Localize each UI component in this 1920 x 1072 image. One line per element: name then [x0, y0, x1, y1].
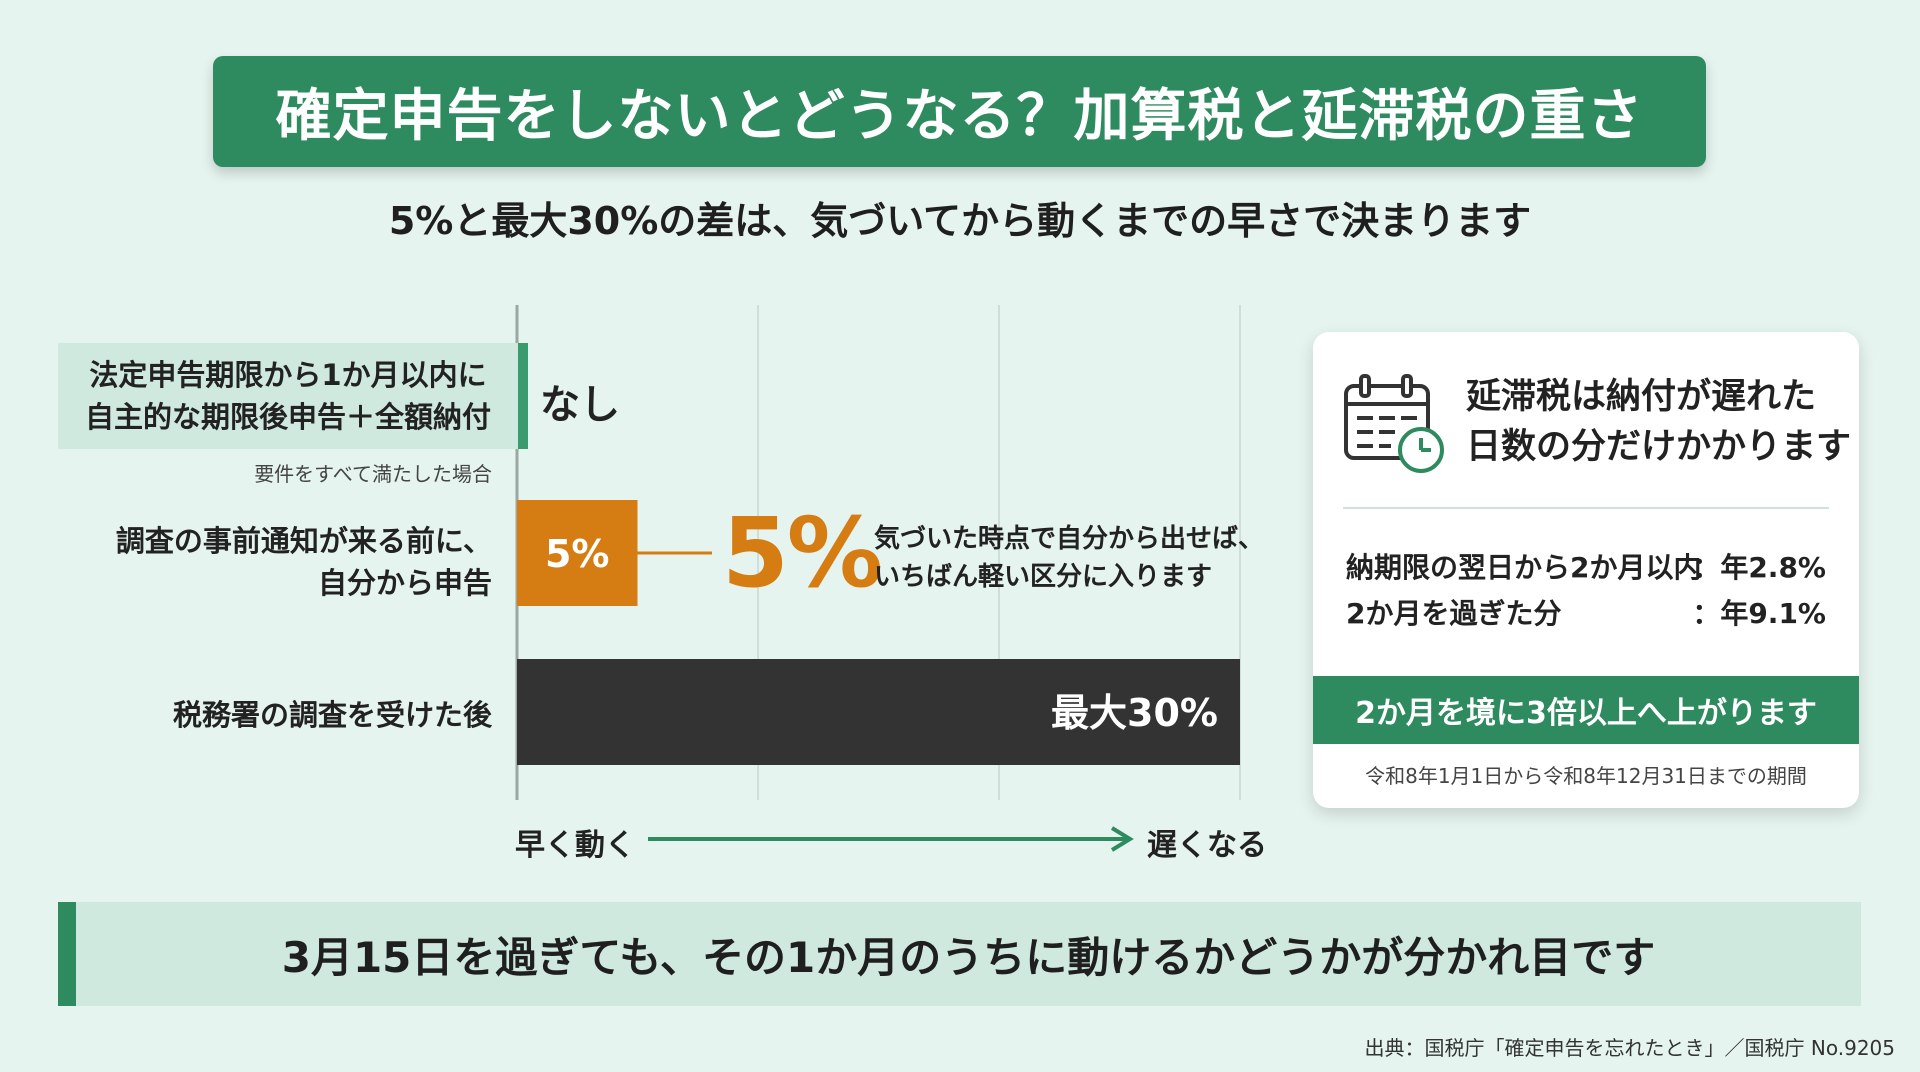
- row3-label: 税務署の調査を受けた後: [172, 698, 492, 732]
- axis-label-slow: 遅くなる: [1147, 828, 1267, 863]
- row2-label-line2: 自分から申告: [317, 566, 492, 600]
- axis-arrow-head: [1110, 826, 1134, 852]
- card-band: 2か月を境に3倍以上へ上がります: [1313, 676, 1859, 744]
- card-title-line1: 延滞税は納付が遅れた: [1466, 377, 1817, 417]
- row2-label-line1: 調査の事前通知が来る前に、: [115, 524, 492, 558]
- bar-row3: [517, 659, 1240, 765]
- bar-row3-label: 最大30%: [1051, 691, 1218, 735]
- rate2-value: ：年9.1%: [1692, 597, 1826, 630]
- axis-label-fast: 早く動く: [515, 828, 635, 863]
- rate1-value: ：年2.8%: [1692, 551, 1826, 584]
- card-title: 延滞税は納付が遅れた 日数の分だけかかります: [1466, 372, 1851, 472]
- row1-label-line2: 自主的な期限後申告＋全額納付: [84, 400, 491, 434]
- row1-label-box: 法定申告期限から1か月以内に 自主的な期限後申告＋全額納付: [58, 343, 528, 449]
- row2-note-line2: いちばん軽い区分に入ります: [874, 562, 1213, 592]
- source-citation: 出典：国税庁「確定申告を忘れたとき」／国税庁 No.9205: [1364, 1036, 1895, 1060]
- rate1-label: 納期限の翌日から2か月以内: [1346, 551, 1702, 584]
- row1-note: 要件をすべて満たした場合: [254, 462, 492, 486]
- calendar-clock-icon: [1343, 372, 1449, 480]
- bottom-banner: 3月15日を過ぎても、その1か月のうちに動けるかどうかが分かれ目です: [58, 902, 1861, 1006]
- row2-label: 調査の事前通知が来る前に、 自分から申告: [60, 520, 492, 604]
- rate-row-1: 納期限の翌日から2か月以内 ：年2.8%: [1346, 546, 1826, 590]
- rate-row-2: 2か月を過ぎた分 ：年9.1%: [1346, 592, 1826, 636]
- row2-big-percent: 5%: [722, 497, 883, 609]
- bar-row2: [517, 500, 638, 606]
- page-subtitle: 5%と最大30%の差は、気づいてから動くまでの早さで決まります: [388, 199, 1532, 243]
- rate2-label: 2か月を過ぎた分: [1346, 597, 1562, 630]
- bar-row2-label: 5%: [545, 532, 610, 576]
- card-divider: [1343, 507, 1829, 509]
- card-period: 令和8年1月1日から令和8年12月31日までの期間: [1365, 764, 1807, 788]
- row1-label-line1: 法定申告期限から1か月以内に: [89, 358, 487, 392]
- card-title-line2: 日数の分だけかかります: [1466, 427, 1852, 467]
- row2-note-line1: 気づいた時点で自分から出せば、: [874, 524, 1265, 554]
- late-interest-card: 延滞税は納付が遅れた 日数の分だけかかります 納期限の翌日から2か月以内 ：年2…: [1313, 332, 1859, 808]
- title-banner: 確定申告をしないとどうなる？加算税と延滞税の重さ: [213, 56, 1706, 167]
- row1-value-label: なし: [540, 382, 620, 428]
- row2-note: 気づいた時点で自分から出せば、 いちばん軽い区分に入ります: [874, 520, 1264, 596]
- page-title: 確定申告をしないとどうなる？加算税と延滞税の重さ: [275, 84, 1644, 149]
